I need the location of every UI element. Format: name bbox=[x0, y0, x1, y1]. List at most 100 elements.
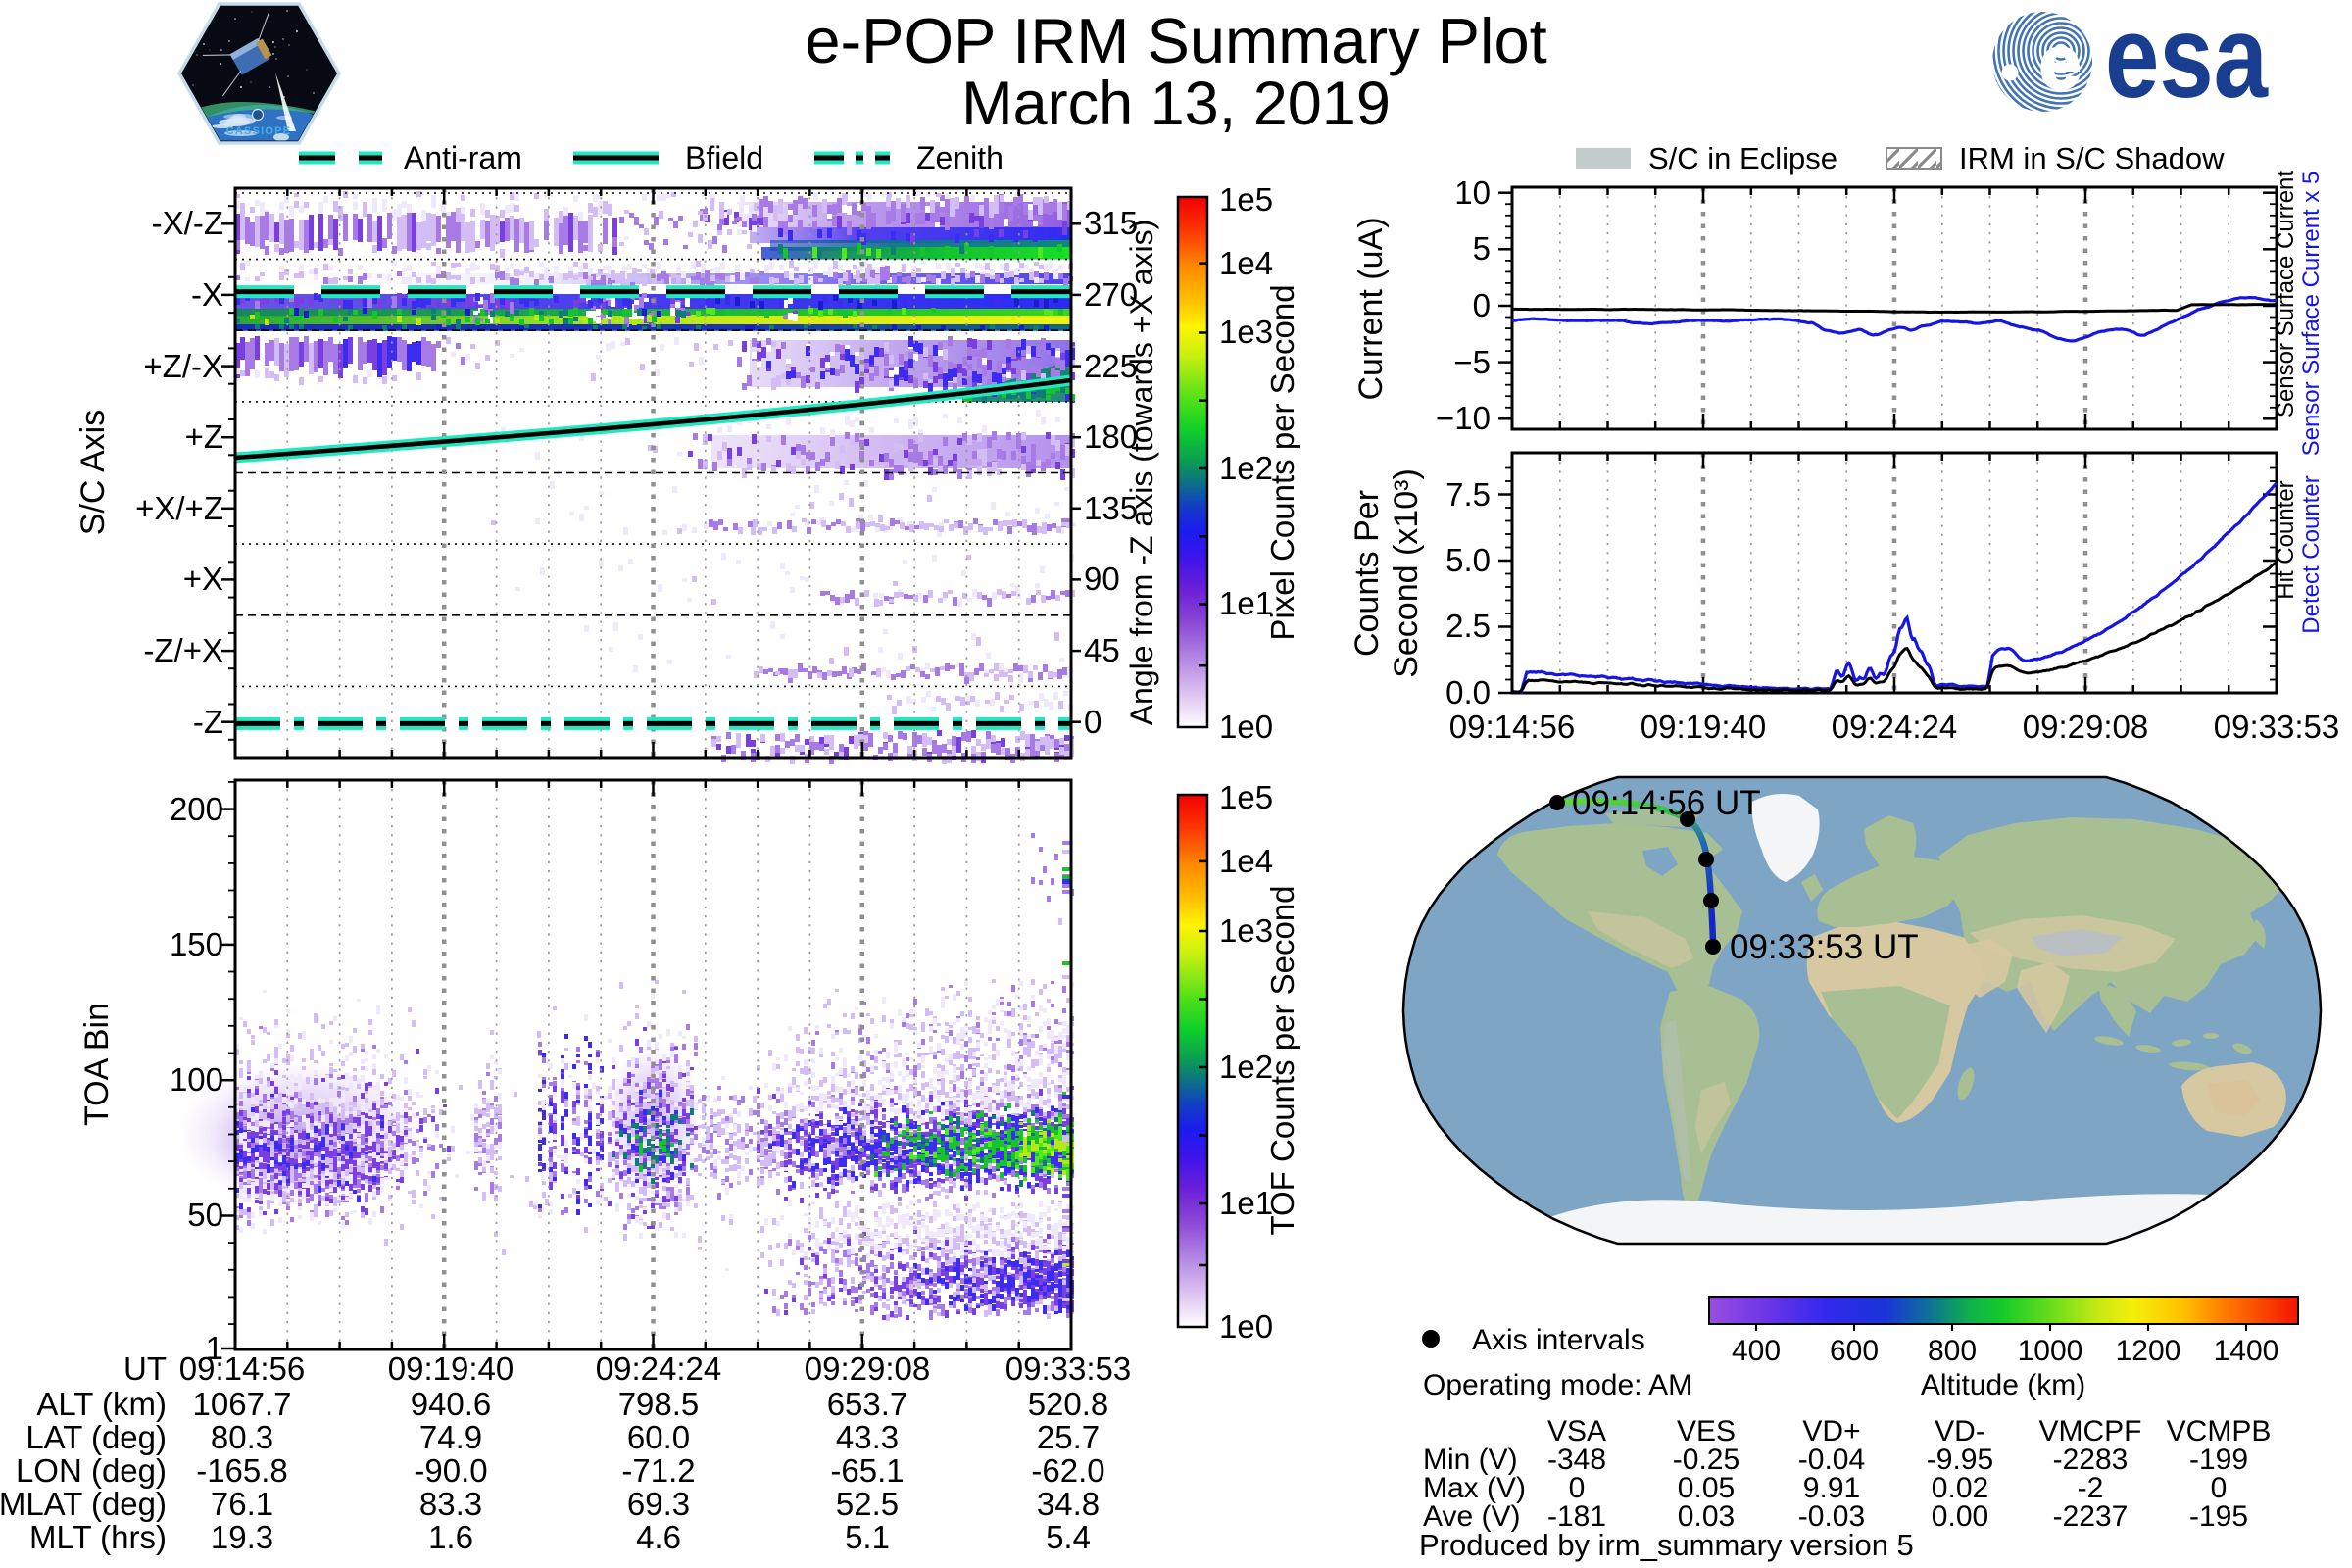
svg-text:-0.25: -0.25 bbox=[1673, 1444, 1740, 1476]
svg-text:5.1: 5.1 bbox=[845, 1519, 890, 1555]
svg-text:-65.1: -65.1 bbox=[830, 1452, 904, 1489]
svg-text:-181: -181 bbox=[1547, 1500, 1606, 1533]
svg-text:1e0: 1e0 bbox=[1219, 709, 1273, 745]
svg-text:-165.8: -165.8 bbox=[196, 1452, 288, 1489]
svg-text:TOA Bin: TOA Bin bbox=[78, 1003, 116, 1126]
svg-text:09:33:53: 09:33:53 bbox=[1005, 1350, 1131, 1387]
svg-text:25.7: 25.7 bbox=[1037, 1419, 1100, 1455]
svg-text:+X: +X bbox=[183, 561, 223, 597]
svg-text:Axis intervals: Axis intervals bbox=[1472, 1324, 1645, 1356]
svg-text:-Z: -Z bbox=[193, 704, 223, 740]
svg-text:1: 1 bbox=[206, 1330, 223, 1366]
svg-text:09:33:53: 09:33:53 bbox=[2214, 709, 2339, 745]
svg-text:e: e bbox=[2039, 22, 2081, 105]
svg-text:09:24:24: 09:24:24 bbox=[1832, 709, 1957, 745]
svg-text:0.00: 0.00 bbox=[1932, 1500, 1988, 1533]
svg-text:1e2: 1e2 bbox=[1219, 450, 1273, 486]
svg-text:74.9: 74.9 bbox=[419, 1419, 482, 1455]
svg-text:−10: −10 bbox=[1436, 400, 1491, 436]
svg-text:150: 150 bbox=[170, 926, 223, 962]
svg-text:VD-: VD- bbox=[1935, 1415, 1985, 1447]
svg-text:S/C in Eclipse: S/C in Eclipse bbox=[1648, 141, 1838, 175]
svg-text:Produced by irm_summary versio: Produced by irm_summary version 5 bbox=[1419, 1528, 1914, 1562]
svg-text:e-POP IRM Summary Plot: e-POP IRM Summary Plot bbox=[805, 5, 1546, 76]
svg-text:60.0: 60.0 bbox=[627, 1419, 690, 1455]
svg-text:180: 180 bbox=[1084, 418, 1138, 455]
svg-text:-Z/+X: -Z/+X bbox=[143, 632, 223, 668]
svg-text:09:19:40: 09:19:40 bbox=[388, 1350, 514, 1387]
svg-text:0.0: 0.0 bbox=[1446, 674, 1491, 710]
svg-text:MLT (hrs): MLT (hrs) bbox=[29, 1519, 167, 1555]
svg-text:1e2: 1e2 bbox=[1219, 1049, 1273, 1085]
svg-text:43.3: 43.3 bbox=[836, 1419, 899, 1455]
svg-text:S/C Axis: S/C Axis bbox=[74, 410, 112, 535]
svg-text:ALT (km): ALT (km) bbox=[36, 1386, 167, 1422]
svg-text:Ave (V): Ave (V) bbox=[1423, 1500, 1520, 1533]
svg-text:+X/+Z: +X/+Z bbox=[135, 490, 223, 526]
svg-text:-X: -X bbox=[191, 276, 223, 313]
svg-text:10: 10 bbox=[1454, 174, 1491, 211]
svg-text:0: 0 bbox=[1569, 1472, 1586, 1504]
svg-text:90: 90 bbox=[1084, 561, 1120, 597]
svg-text:52.5: 52.5 bbox=[836, 1486, 899, 1522]
svg-text:100: 100 bbox=[170, 1061, 223, 1098]
svg-text:1200: 1200 bbox=[2116, 1335, 2181, 1367]
svg-text:Min (V): Min (V) bbox=[1423, 1444, 1518, 1476]
svg-text:Angle from -Z axis (towards +X: Angle from -Z axis (towards +X axis) bbox=[1124, 220, 1159, 726]
svg-text:1e5: 1e5 bbox=[1219, 779, 1273, 815]
svg-text:4.6: 4.6 bbox=[636, 1519, 681, 1555]
svg-text:0.03: 0.03 bbox=[1678, 1500, 1735, 1533]
svg-text:VES: VES bbox=[1677, 1415, 1736, 1447]
svg-text:Current (uA): Current (uA) bbox=[1352, 217, 1390, 400]
svg-text:Hit Counter: Hit Counter bbox=[2273, 480, 2299, 599]
svg-text:09:14:56: 09:14:56 bbox=[1449, 709, 1575, 745]
svg-text:-0.04: -0.04 bbox=[1798, 1444, 1865, 1476]
svg-text:1400: 1400 bbox=[2214, 1335, 2279, 1367]
svg-text:09:14:56: 09:14:56 bbox=[179, 1350, 305, 1387]
svg-text:Zenith: Zenith bbox=[916, 140, 1004, 175]
svg-text:-62.0: -62.0 bbox=[1031, 1452, 1104, 1489]
svg-text:-2: -2 bbox=[2078, 1472, 2104, 1504]
svg-text:1e4: 1e4 bbox=[1219, 245, 1273, 281]
svg-text:MLAT (deg): MLAT (deg) bbox=[0, 1486, 167, 1522]
svg-text:-348: -348 bbox=[1547, 1444, 1606, 1476]
svg-text:0.05: 0.05 bbox=[1678, 1472, 1735, 1504]
svg-text:UT: UT bbox=[123, 1350, 167, 1387]
svg-text:VCMPB: VCMPB bbox=[2167, 1415, 2272, 1447]
svg-text:VD+: VD+ bbox=[1802, 1415, 1860, 1447]
svg-text:0: 0 bbox=[1473, 287, 1491, 323]
svg-text:0: 0 bbox=[1084, 704, 1102, 740]
svg-text:Counts Per: Counts Per bbox=[1348, 490, 1386, 657]
svg-text:45: 45 bbox=[1084, 632, 1120, 668]
svg-text:798.5: 798.5 bbox=[618, 1386, 700, 1422]
svg-text:09:24:24: 09:24:24 bbox=[596, 1350, 721, 1387]
svg-text:50: 50 bbox=[187, 1197, 223, 1233]
svg-text:LON (deg): LON (deg) bbox=[16, 1452, 167, 1489]
svg-text:-2237: -2237 bbox=[2053, 1500, 2129, 1533]
svg-text:800: 800 bbox=[1928, 1335, 1977, 1367]
svg-text:135: 135 bbox=[1084, 490, 1138, 526]
svg-text:Bfield: Bfield bbox=[685, 140, 763, 175]
svg-text:Sensor Surface Current: Sensor Surface Current bbox=[2273, 171, 2299, 417]
svg-text:520.8: 520.8 bbox=[1028, 1386, 1109, 1422]
svg-text:Altitude (km): Altitude (km) bbox=[1921, 1369, 2085, 1401]
svg-text:315: 315 bbox=[1084, 205, 1138, 241]
svg-text:1.6: 1.6 bbox=[428, 1519, 473, 1555]
svg-text:Max (V): Max (V) bbox=[1423, 1472, 1526, 1504]
svg-text:09:19:40: 09:19:40 bbox=[1641, 709, 1766, 745]
svg-text:-X/-Z: -X/-Z bbox=[152, 205, 223, 241]
svg-text:19.3: 19.3 bbox=[211, 1519, 273, 1555]
svg-text:VMCPF: VMCPF bbox=[2039, 1415, 2142, 1447]
svg-text:0.02: 0.02 bbox=[1932, 1472, 1988, 1504]
svg-text:-0.03: -0.03 bbox=[1798, 1500, 1865, 1533]
svg-text:5.0: 5.0 bbox=[1446, 542, 1491, 578]
svg-text:-71.2: -71.2 bbox=[621, 1452, 695, 1489]
svg-text:76.1: 76.1 bbox=[211, 1486, 273, 1522]
svg-text:600: 600 bbox=[1830, 1335, 1879, 1367]
svg-text:Sensor Surface Current x 5: Sensor Surface Current x 5 bbox=[2298, 172, 2325, 457]
svg-text:200: 200 bbox=[170, 791, 223, 827]
svg-text:34.8: 34.8 bbox=[1037, 1486, 1100, 1522]
svg-text:83.3: 83.3 bbox=[419, 1486, 482, 1522]
svg-text:1e3: 1e3 bbox=[1219, 314, 1273, 350]
svg-text:-90.0: -90.0 bbox=[414, 1452, 487, 1489]
